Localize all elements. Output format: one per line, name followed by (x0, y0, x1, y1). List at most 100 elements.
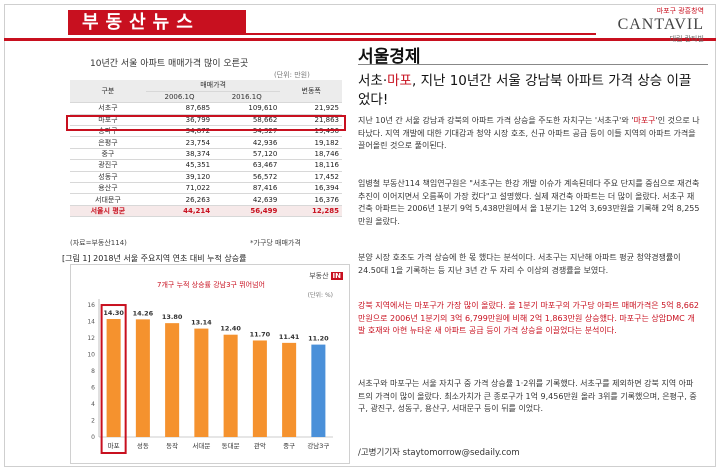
table-row: 은평구 23,754 42,936 19,182 (70, 136, 342, 149)
article-paragraph-3: 분양 시장 호조도 가격 상승에 한 몫 했다는 분석이다. 서초구는 지난해 … (358, 253, 681, 275)
y-tick-label: 14 (87, 319, 95, 326)
chart-logo-badge: IN (330, 272, 343, 280)
table-cell: 36,799 (145, 114, 214, 127)
brand-sub: 대림 칸타빌 (669, 35, 704, 43)
section-title: 부동산뉴스 (68, 10, 246, 35)
p1-part-b: '인 것으로 나타났다. 지역 개발에 대한 기대감과 청약 시장 호조, 신규… (358, 116, 700, 150)
bar-chart: 7개구 누적 상승률 강남3구 뛰어넘어 (단위: %) 0 2 4 6 8 10 12 14 16… (70, 264, 350, 464)
bar (223, 334, 238, 437)
bar-value-label: 11.70 (250, 330, 271, 338)
table-row: 광진구 45,351 63,467 18,116 (70, 159, 342, 172)
newspaper-name: 서울경제 (358, 47, 421, 67)
table-cell: 성동구 (70, 171, 146, 184)
chart-unit: (단위: %) (308, 291, 333, 299)
table-row: 서울시 평균 44,214 56,499 12,285 (70, 205, 342, 218)
x-category-label: 중구 (283, 442, 295, 450)
table-cell: 109,610 (213, 102, 281, 115)
brand-name: CANTAVIL (617, 16, 704, 33)
bar (165, 323, 180, 437)
mapo-highlight-box (66, 115, 346, 131)
x-category-label: 동작 (166, 441, 178, 450)
bar-value-label: 13.80 (162, 313, 183, 321)
table-cell: 서울시 평균 (70, 205, 146, 218)
p1-part-a: 지난 10년 간 서울 강남과 강북의 아파트 가격 상승을 주도한 자치구는 … (358, 116, 634, 125)
x-category-label: 마포 (108, 441, 120, 450)
article-paragraph-4: 강북 지역에서는 마포구가 가장 많이 올랐다. 올 1분기 마포구의 가구당 … (358, 301, 700, 335)
header-divider (4, 38, 716, 41)
headline-part-2: , 지난 10년간 서울 강남북 아파트 가격 상승 이끌었다! (358, 73, 692, 108)
table-header-category: 구분 (70, 80, 146, 104)
bar-value-label: 14.30 (103, 309, 124, 317)
table-cell: 58,662 (213, 114, 281, 127)
table-cell: 45,351 (145, 159, 214, 172)
brand-logo: 마포구 광흥창역 CANTAVIL 대림 칸타빌 (594, 6, 704, 44)
header-underline (246, 33, 596, 35)
table-cell: 44,214 (145, 205, 214, 218)
table-source: (자료=부동산114) (70, 239, 127, 247)
table-cell: 중구 (70, 148, 146, 161)
bar-value-label: 13.14 (191, 319, 212, 327)
table-note: *가구당 매매가격 (250, 239, 301, 247)
x-category-label: 관악 (254, 441, 266, 450)
table-row: 성동구 39,120 56,572 17,452 (70, 171, 342, 184)
table-cell: 마포구 (70, 114, 146, 127)
table-cell: 16,394 (280, 182, 342, 195)
price-table-body: 서초구 87,685 109,610 21,925 마포구 36,799 58,662 21,… (70, 102, 342, 218)
table-cell: 87,416 (213, 182, 281, 195)
bar-value-label: 12.40 (220, 325, 241, 333)
table-row: 송파구 34,872 54,327 19,456 (70, 125, 342, 138)
table-header-change: 변동폭 (280, 80, 342, 104)
table-cell: 34,872 (145, 125, 214, 138)
table-cell: 19,456 (280, 125, 342, 138)
bar (252, 340, 267, 437)
table-cell: 87,685 (145, 102, 214, 115)
bar-value-label: 11.20 (308, 335, 329, 343)
table-cell: 56,499 (213, 205, 281, 218)
y-tick-label: 4 (91, 401, 95, 408)
table-row: 서대문구 26,263 42,639 16,376 (70, 193, 342, 206)
table-cell: 54,327 (213, 125, 281, 138)
y-tick-label: 12 (87, 335, 95, 342)
article-headline: 서초·마포, 지난 10년간 서울 강남북 아파트 가격 상승 이끌었다! (358, 72, 703, 110)
chart-logo-text: 부동산 (309, 272, 329, 280)
x-category-label: 동대문 (222, 442, 240, 450)
p1-highlight: 마포구 (633, 116, 656, 125)
headline-part-1: 서초· (358, 73, 388, 89)
table-title: 10년간 서울 아파트 매매가격 많이 오른곳 (90, 59, 249, 69)
table-cell: 63,467 (213, 159, 281, 172)
bar (282, 342, 297, 437)
brand-top-line: 마포구 광흥창역 (656, 7, 704, 15)
y-tick-label: 8 (91, 368, 95, 375)
table-cell: 21,863 (280, 114, 342, 127)
table-cell: 42,639 (213, 193, 281, 206)
price-table: 구분 매매가격 변동폭 2006.1Q 2016.1Q 서초구 87,685 109… (70, 80, 342, 218)
y-tick-label: 0 (91, 434, 95, 441)
table-cell: 서초구 (70, 102, 146, 115)
article-paragraph-5: 서초구와 마포구는 서울 자치구 중 가격 상승률 1·2위를 기록했다. 서초… (358, 379, 697, 413)
headline-highlight: 마포 (387, 73, 412, 89)
table-cell: 17,452 (280, 171, 342, 184)
table-cell: 56,572 (213, 171, 281, 184)
reporter-byline: /고병기기자 staytomorrow@sedaily.com (358, 448, 520, 458)
table-cell: 광진구 (70, 159, 146, 172)
table-row: 마포구 36,799 58,662 21,863 (70, 114, 342, 127)
table-cell: 71,022 (145, 182, 214, 195)
bar (194, 328, 209, 437)
bar (106, 319, 121, 437)
chart-subtitle: 7개구 누적 상승률 강남3구 뛰어넘어 (157, 280, 265, 289)
bar-value-label: 14.26 (133, 309, 154, 317)
table-cell: 송파구 (70, 125, 146, 138)
table-header-group: 매매가격 (145, 80, 281, 92)
table-cell: 42,936 (213, 136, 281, 149)
article-paragraph-1: 지난 10년 간 서울 강남과 강북의 아파트 가격 상승을 주도한 자치구는 … (358, 115, 700, 153)
table-cell: 23,754 (145, 136, 214, 149)
table-cell: 서대문구 (70, 193, 146, 206)
table-cell: 18,116 (280, 159, 342, 172)
table-cell: 18,746 (280, 148, 342, 161)
y-tick-label: 16 (87, 302, 95, 309)
chart-logo: 부동산 IN (309, 271, 343, 281)
page-frame (4, 4, 716, 467)
table-cell: 39,120 (145, 171, 214, 184)
y-tick-label: 6 (91, 385, 95, 392)
table-unit: (단위: 만원) (274, 71, 310, 79)
